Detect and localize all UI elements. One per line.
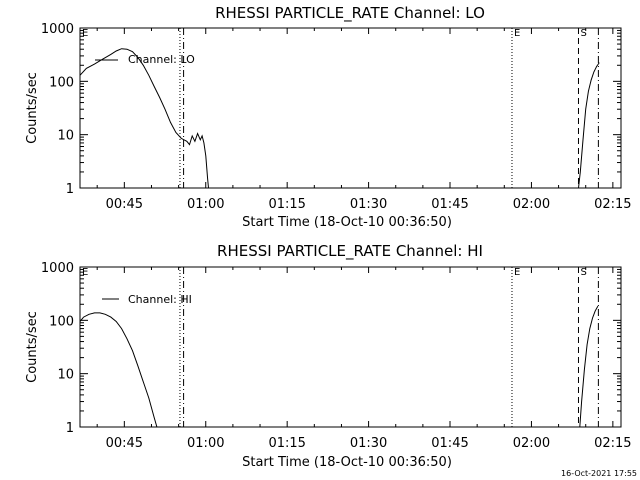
chart-panel-hi: RHESSI PARTICLE_RATE Channel: HI Counts/…	[25, 242, 632, 470]
y-tick-label: 1000	[41, 261, 74, 276]
event-marker-label: E	[82, 28, 88, 39]
plot-frame	[79, 266, 622, 428]
x-tick-label: 01:15	[268, 197, 305, 212]
x-tick-label: 01:45	[431, 197, 468, 212]
event-marker-label: S	[580, 28, 586, 39]
y-axis-label: Counts/sec	[25, 311, 40, 383]
y-tick-label: 10	[57, 368, 74, 383]
legend-label: Channel: LO	[128, 53, 195, 66]
x-tick-label: 01:30	[350, 436, 387, 451]
y-tick-label: 100	[49, 314, 74, 329]
series-line	[79, 48, 209, 189]
x-axis-label: Start Time (18-Oct-10 00:36:50)	[242, 455, 452, 470]
y-tick-label: 1	[66, 421, 74, 436]
x-tick-label: 01:30	[350, 197, 387, 212]
x-tick-label: 02:15	[594, 197, 631, 212]
series-line	[578, 62, 600, 189]
plot-frame	[79, 27, 622, 189]
x-tick-label: 00:45	[106, 436, 143, 451]
x-tick-label: 02:15	[594, 436, 631, 451]
x-tick-label: 01:00	[187, 436, 224, 451]
x-tick-label: 01:15	[268, 436, 305, 451]
y-axis-label: Counts/sec	[25, 72, 40, 144]
event-marker-label: E	[82, 267, 88, 278]
x-tick-label: 01:45	[431, 436, 468, 451]
x-tick-label: 01:00	[187, 197, 224, 212]
chart-panel-lo: RHESSI PARTICLE_RATE Channel: LO Counts/…	[25, 4, 632, 230]
footer-timestamp: 16-Oct-2021 17:55	[561, 469, 637, 478]
x-tick-label: 00:45	[106, 197, 143, 212]
x-tick-label: 02:00	[513, 436, 550, 451]
legend-label: Channel: HI	[128, 293, 192, 306]
x-tick-label: 02:00	[513, 197, 550, 212]
x-axis-label: Start Time (18-Oct-10 00:36:50)	[242, 215, 452, 230]
event-marker-label: E	[514, 28, 520, 39]
y-tick-label: 100	[49, 75, 74, 90]
series-line	[79, 312, 158, 428]
chart-title: RHESSI PARTICLE_RATE Channel: LO	[215, 4, 485, 23]
y-tick-label: 1	[66, 182, 74, 197]
chart-title: RHESSI PARTICLE_RATE Channel: HI	[217, 242, 483, 261]
series-line	[579, 305, 599, 428]
y-tick-label: 10	[57, 129, 74, 144]
event-marker-label: E	[514, 267, 520, 278]
event-marker-label: S	[580, 267, 586, 278]
y-tick-label: 1000	[41, 22, 74, 37]
